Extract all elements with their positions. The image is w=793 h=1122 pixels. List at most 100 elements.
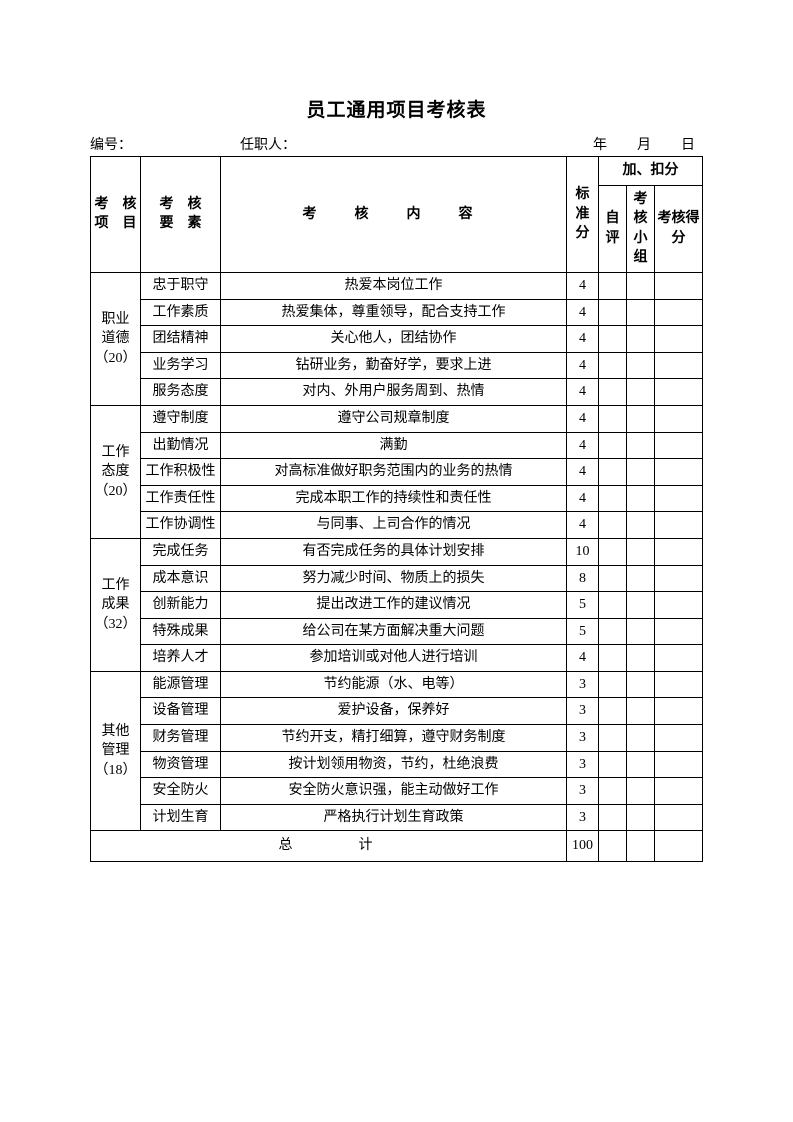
table-row: 培养人才参加培训或对他人进行培训4	[91, 645, 703, 672]
table-row: 物资管理按计划领用物资，节约，杜绝浪费3	[91, 751, 703, 778]
score-cell: 8	[567, 565, 599, 592]
final-cell	[655, 698, 703, 725]
final-cell	[655, 352, 703, 379]
table-row: 团结精神关心他人，团结协作4	[91, 326, 703, 353]
element-cell: 遵守制度	[141, 405, 221, 432]
final-cell	[655, 671, 703, 698]
group-cell	[627, 512, 655, 539]
final-cell	[655, 432, 703, 459]
element-cell: 出勤情况	[141, 432, 221, 459]
content-cell: 关心他人，团结协作	[221, 326, 567, 353]
group-cell	[627, 272, 655, 299]
section-name: 工作成果（32）	[91, 538, 141, 671]
score-cell: 4	[567, 432, 599, 459]
group-cell	[627, 618, 655, 645]
table-row: 安全防火安全防火意识强，能主动做好工作3	[91, 778, 703, 805]
element-cell: 安全防火	[141, 778, 221, 805]
content-cell: 提出改进工作的建议情况	[221, 592, 567, 619]
meta-person-label: 任职人：	[240, 134, 523, 154]
element-cell: 工作责任性	[141, 485, 221, 512]
meta-date-label: 年 月 日	[523, 134, 703, 154]
score-cell: 4	[567, 512, 599, 539]
table-row: 服务态度对内、外用户服务周到、热情4	[91, 379, 703, 406]
table-row: 工作素质热爱集体，尊重领导，配合支持工作4	[91, 299, 703, 326]
group-cell	[627, 352, 655, 379]
group-cell	[627, 804, 655, 831]
final-cell	[655, 725, 703, 752]
self-cell	[599, 326, 627, 353]
score-cell: 4	[567, 459, 599, 486]
final-cell	[655, 405, 703, 432]
self-cell	[599, 459, 627, 486]
table-row: 工作积极性对高标准做好职务范围内的业务的热情4	[91, 459, 703, 486]
self-cell	[599, 299, 627, 326]
element-cell: 能源管理	[141, 671, 221, 698]
content-cell: 遵守公司规章制度	[221, 405, 567, 432]
final-cell	[655, 778, 703, 805]
content-cell: 与同事、上司合作的情况	[221, 512, 567, 539]
self-cell	[599, 751, 627, 778]
self-cell	[599, 645, 627, 672]
content-cell: 对高标准做好职务范围内的业务的热情	[221, 459, 567, 486]
element-cell: 工作素质	[141, 299, 221, 326]
total-final	[655, 831, 703, 862]
final-cell	[655, 459, 703, 486]
self-cell	[599, 778, 627, 805]
page-title: 员工通用项目考核表	[90, 95, 703, 122]
score-cell: 4	[567, 326, 599, 353]
table-row: 成本意识努力减少时间、物质上的损失8	[91, 565, 703, 592]
assessment-table: 考 核项 目 考 核要 素 考 核 内 容 标准分 加、扣分 自评 考核小组 考…	[90, 156, 703, 862]
self-cell	[599, 512, 627, 539]
self-cell	[599, 698, 627, 725]
element-cell: 创新能力	[141, 592, 221, 619]
score-cell: 3	[567, 804, 599, 831]
final-cell	[655, 645, 703, 672]
final-cell	[655, 485, 703, 512]
header-content: 考 核 内 容	[221, 157, 567, 273]
content-cell: 对内、外用户服务周到、热情	[221, 379, 567, 406]
element-cell: 忠于职守	[141, 272, 221, 299]
element-cell: 工作积极性	[141, 459, 221, 486]
group-cell	[627, 485, 655, 512]
final-cell	[655, 512, 703, 539]
self-cell	[599, 432, 627, 459]
meta-number-label: 编号：	[90, 134, 240, 154]
group-cell	[627, 299, 655, 326]
final-cell	[655, 618, 703, 645]
score-cell: 3	[567, 751, 599, 778]
group-cell	[627, 698, 655, 725]
group-cell	[627, 592, 655, 619]
content-cell: 热爱本岗位工作	[221, 272, 567, 299]
element-cell: 物资管理	[141, 751, 221, 778]
header-score: 标准分	[567, 157, 599, 273]
content-cell: 严格执行计划生育政策	[221, 804, 567, 831]
score-cell: 4	[567, 379, 599, 406]
content-cell: 有否完成任务的具体计划安排	[221, 538, 567, 565]
table-header-row-1: 考 核项 目 考 核要 素 考 核 内 容 标准分 加、扣分	[91, 157, 703, 186]
element-cell: 完成任务	[141, 538, 221, 565]
self-cell	[599, 618, 627, 645]
self-cell	[599, 565, 627, 592]
final-cell	[655, 299, 703, 326]
content-cell: 节约开支，精打细算，遵守财务制度	[221, 725, 567, 752]
total-group	[627, 831, 655, 862]
element-cell: 计划生育	[141, 804, 221, 831]
element-cell: 成本意识	[141, 565, 221, 592]
group-cell	[627, 751, 655, 778]
table-row: 工作责任性完成本职工作的持续性和责任性4	[91, 485, 703, 512]
score-cell: 4	[567, 272, 599, 299]
table-row: 其他管理（18）能源管理节约能源（水、电等）3	[91, 671, 703, 698]
table-row: 工作协调性与同事、上司合作的情况4	[91, 512, 703, 539]
score-cell: 3	[567, 778, 599, 805]
self-cell	[599, 352, 627, 379]
score-cell: 4	[567, 299, 599, 326]
total-self	[599, 831, 627, 862]
score-cell: 4	[567, 645, 599, 672]
score-cell: 4	[567, 352, 599, 379]
group-cell	[627, 538, 655, 565]
self-cell	[599, 804, 627, 831]
self-cell	[599, 405, 627, 432]
group-cell	[627, 565, 655, 592]
self-cell	[599, 379, 627, 406]
score-cell: 5	[567, 618, 599, 645]
